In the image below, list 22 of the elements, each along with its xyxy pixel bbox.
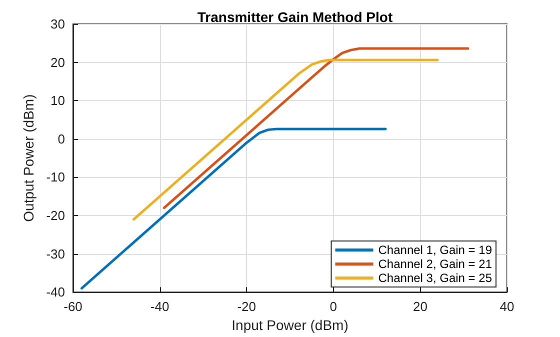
x-axis-title: Input Power (dBm) xyxy=(232,317,348,333)
chart-title: Transmitter Gain Method Plot xyxy=(197,9,393,25)
y-tick-label: -40 xyxy=(46,284,65,300)
x-tick-label: -60 xyxy=(64,299,82,314)
x-tick-label: 0 xyxy=(330,299,338,314)
legend-label: Channel 2, Gain = 21 xyxy=(378,257,492,271)
y-tick-label: 20 xyxy=(50,54,65,70)
y-tick-label: -10 xyxy=(46,170,65,185)
x-tick-label: 40 xyxy=(500,299,514,314)
y-tick-label: 10 xyxy=(50,93,65,108)
legend-label: Channel 3, Gain = 25 xyxy=(378,271,492,285)
line-series xyxy=(132,58,439,221)
x-tick-label: -20 xyxy=(237,299,256,314)
y-tick-label: -20 xyxy=(46,208,65,223)
x-tick-label: 20 xyxy=(412,299,428,314)
y-axis-title: Output Power (dBm) xyxy=(20,94,36,222)
x-tick-label: -40 xyxy=(150,299,170,314)
line-series xyxy=(162,47,470,210)
y-tick-label: 0 xyxy=(58,131,65,146)
legend-label: Channel 1, Gain = 19 xyxy=(378,243,492,257)
y-tick-label: 30 xyxy=(50,16,65,32)
y-tick-label: -30 xyxy=(46,246,65,262)
